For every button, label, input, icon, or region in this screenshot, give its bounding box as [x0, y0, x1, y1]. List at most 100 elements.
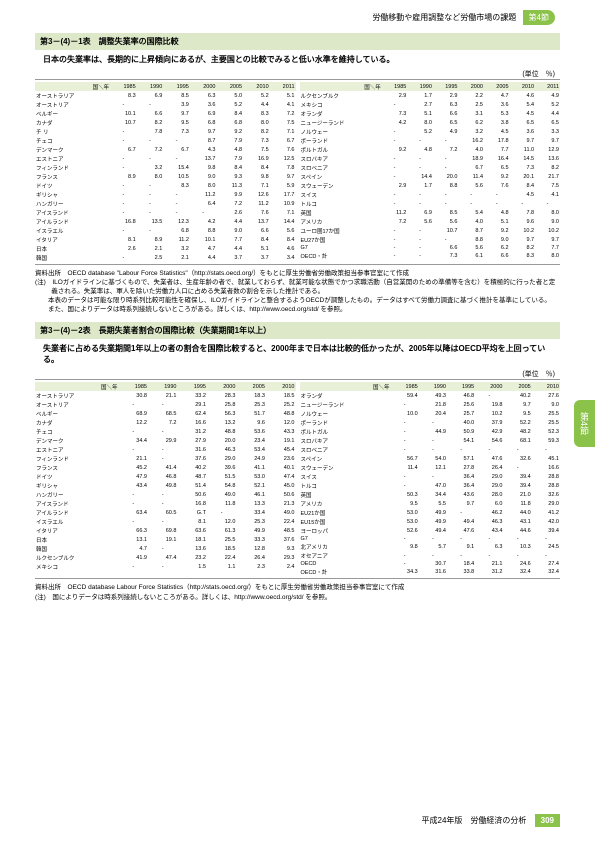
- table-row: ギリシャ43.449.851.454.852.145.0: [35, 481, 296, 490]
- table-row: スロバキア--54.154.668.159.3: [300, 436, 561, 445]
- table1-note3: また、国によりデータは時系列接続しないところがある。詳しくは、http://ww…: [35, 305, 560, 314]
- table-row: アイスランド----2.67.67.1: [35, 208, 296, 217]
- table-row: G7------: [300, 535, 561, 542]
- table2-subtitle: 失業者に占める失業期間1年以上の者の割合を国際比較すると、2000年まで日本は比…: [35, 339, 560, 369]
- table2-unit: (単位 ％): [35, 369, 560, 379]
- table-row: アメリカ9.55.59.76.011.829.0: [300, 499, 561, 508]
- table-row: ノルウェー-5.24.93.24.53.63.3: [300, 127, 561, 136]
- table-row: イタリア66.369.863.661.349.948.5: [35, 526, 296, 535]
- table1-left: 国＼年1985199019952000200520102011 オーストラリア8…: [35, 82, 296, 262]
- table-row: スウェーデン11.412.127.826.4-16.6: [300, 463, 561, 472]
- table-row: OECD・計34.331.633.831.232.432.4: [300, 567, 561, 576]
- table-row: ベルギー68.968.562.456.351.748.8: [35, 409, 296, 418]
- table-row: スロベニア------: [300, 445, 561, 454]
- table-row: ドイツ47.946.848.751.553.047.4: [35, 472, 296, 481]
- table-row: フィンランド21.1-37.629.024.923.6: [35, 454, 296, 463]
- table-row: OECD・計--7.36.16.68.38.0: [300, 251, 561, 260]
- table-row: アメリカ7.25.65.64.05.19.69.0: [300, 217, 561, 226]
- table-row: ドイツ--8.38.011.37.15.9: [35, 181, 296, 190]
- table-row: イスラエル--6.88.89.06.65.6: [35, 226, 296, 235]
- table-row: オランダ59.449.346.8-40.227.6: [300, 391, 561, 400]
- table-row: OECD-30.718.421.124.627.4: [300, 560, 561, 567]
- page-header: 労働移動や雇用調整など労働市場の課題 第4節: [0, 0, 595, 25]
- page-footer: 平成24年版 労働経済の分析 309: [422, 814, 561, 827]
- table-row: ポーランド--40.037.952.225.5: [300, 418, 561, 427]
- table-row: フランス8.98.010.59.09.39.89.7: [35, 172, 296, 181]
- table-row: アイルランド16.813.512.34.24.413.714.4: [35, 217, 296, 226]
- footer-text: 平成24年版 労働経済の分析: [422, 816, 527, 825]
- table-row: オーストラリア30.821.133.228.318.318.5: [35, 391, 296, 400]
- table-row: 日本13.119.118.125.533.337.6: [35, 535, 296, 544]
- table-row: ニュージーランド-21.825.619.89.79.0: [300, 400, 561, 409]
- table-row: カナダ10.78.29.56.86.88.07.5: [35, 118, 296, 127]
- table-row: メキシコ-2.76.32.53.65.45.2: [300, 100, 561, 109]
- table-row: フランス45.241.440.239.641.140.1: [35, 463, 296, 472]
- table-row: ベルギー10.16.69.76.98.48.37.2: [35, 109, 296, 118]
- table-row: ハンガリー--50.649.046.150.6: [35, 490, 296, 499]
- table-row: ギリシャ---11.29.912.617.7: [35, 190, 296, 199]
- table-row: エストニア---13.77.916.912.5: [35, 154, 296, 163]
- table-row: チェコ--31.248.853.643.3: [35, 427, 296, 436]
- table-row: ノルウェー10.020.425.710.29.525.5: [300, 409, 561, 418]
- table-row: ポーランド---16.217.89.79.7: [300, 136, 561, 145]
- table-row: スロバキア---18.916.414.513.6: [300, 154, 561, 163]
- table2-right: 国＼年198519901995200020052010 オランダ59.449.3…: [300, 382, 561, 576]
- table1-subtitle: 日本の失業率は、長期的に上昇傾向にあるが、主要国との比較でみると低い水準を維持し…: [35, 50, 560, 69]
- table1-right: 国＼年1985199019952000200520102011 ルクセンブルク2…: [300, 82, 561, 260]
- table-row: エストニア--31.646.353.445.4: [35, 445, 296, 454]
- table-row: 韓国-2.52.14.43.73.73.4: [35, 253, 296, 262]
- table-row: スペイン56.754.057.147.632.645.1: [300, 454, 561, 463]
- table1-unit: (単位 ％): [35, 69, 560, 79]
- page-number: 309: [535, 814, 560, 827]
- table-row: カナダ12.27.216.613.29.612.0: [35, 418, 296, 427]
- table1-title: 第3－(4)－1表 調整失業率の国際比較: [35, 33, 560, 50]
- table-row: EU15か国53.049.949.446.343.142.0: [300, 517, 561, 526]
- table-row: オーストリア--29.125.825.325.2: [35, 400, 296, 409]
- table2-container: 国＼年198519901995200020052010 オーストラリア30.82…: [35, 380, 560, 578]
- table-row: チェコ---8.77.97.36.7: [35, 136, 296, 145]
- table-row: トルコ-47.036.429.039.428.8: [300, 481, 561, 490]
- section-badge: 第4節: [523, 10, 555, 25]
- table-row: ルクセンブルク41.947.423.222.426.429.3: [35, 553, 296, 562]
- table-row: スロベニア---6.76.57.38.2: [300, 163, 561, 172]
- table-row: トルコ-------: [300, 199, 561, 208]
- table-row: オセアニア------: [300, 551, 561, 560]
- table-row: 韓国4.7-13.618.512.89.3: [35, 544, 296, 553]
- breadcrumb-text: 労働移動や雇用調整など労働市場の課題: [372, 13, 516, 22]
- table1-note1: (注) ILOガイドラインに基づくもので、失業者は、生産年齢の者で、就業しておら…: [35, 278, 560, 296]
- table-row: ハンガリー---6.47.211.210.9: [35, 199, 296, 208]
- table-row: EU27か国---8.89.09.79.7: [300, 235, 561, 244]
- table-row: イタリア8.18.911.210.17.78.48.4: [35, 235, 296, 244]
- table-row: ルクセンブルク2.91.72.92.24.74.64.9: [300, 91, 561, 100]
- table2-notes: 資料出所 OECD database Labour Force Statisti…: [35, 583, 560, 601]
- table-row: スペイン-14.420.011.49.220.121.7: [300, 172, 561, 181]
- table2-left: 国＼年198519901995200020052010 オーストラリア30.82…: [35, 382, 296, 571]
- table-row: 日本2.62.13.24.74.45.14.6: [35, 244, 296, 253]
- table-row: アイルランド63.460.5G.T-33.449.0: [35, 508, 296, 517]
- table-row: スウェーデン2.91.78.85.67.68.47.5: [300, 181, 561, 190]
- table-row: ユーロ圏17か国--10.78.79.210.210.2: [300, 226, 561, 235]
- table2-note1: (注) 国によりデータは時系列接続しないところがある。詳しくは、http://w…: [35, 593, 560, 602]
- table-row: イスラエル--8.112.025.322.4: [35, 517, 296, 526]
- table2-title: 第3－(4)－2表 長期失業者割合の国際比較（失業期間1年以上）: [35, 322, 560, 339]
- table-row: 英国50.334.443.628.021.032.6: [300, 490, 561, 499]
- table-row: オランダ7.35.16.63.15.34.54.4: [300, 109, 561, 118]
- table1-note2: 本表のデータは可能な限り時系列比較可能性を確保し、ILOガイドラインと整合するよ…: [35, 296, 560, 305]
- table-row: ポルトガル9.24.87.24.07.711.012.9: [300, 145, 561, 154]
- table-row: フィンランド-3.215.49.88.48.47.8: [35, 163, 296, 172]
- table-row: チ リ-7.87.39.79.28.27.1: [35, 127, 296, 136]
- table-row: ポルトガル-44.950.942.948.252.3: [300, 427, 561, 436]
- table-row: アイスランド--16.811.813.321.3: [35, 499, 296, 508]
- table1-source: 資料出所 OECD database "Labour Force Statist…: [35, 269, 560, 278]
- table-row: G7--6.65.66.28.27.7: [300, 244, 561, 251]
- table-row: 英国11.26.98.55.44.87.88.0: [300, 208, 561, 217]
- table1-container: 国＼年1985199019952000200520102011 オーストラリア8…: [35, 80, 560, 264]
- table-row: オーストリア--3.93.65.24.44.1: [35, 100, 296, 109]
- table-row: オーストラリア8.36.98.56.35.05.25.1: [35, 91, 296, 100]
- table-row: 北アメリカ9.85.79.16.310.324.5: [300, 542, 561, 551]
- table-row: メキシコ--1.51.12.32.4: [35, 562, 296, 571]
- table-row: ヨーロッパ52.649.447.643.444.639.4: [300, 526, 561, 535]
- table-row: EU21か国53.049.9-46.244.041.2: [300, 508, 561, 517]
- table1-notes: 資料出所 OECD database "Labour Force Statist…: [35, 269, 560, 314]
- table-row: デンマーク6.77.26.74.34.87.57.6: [35, 145, 296, 154]
